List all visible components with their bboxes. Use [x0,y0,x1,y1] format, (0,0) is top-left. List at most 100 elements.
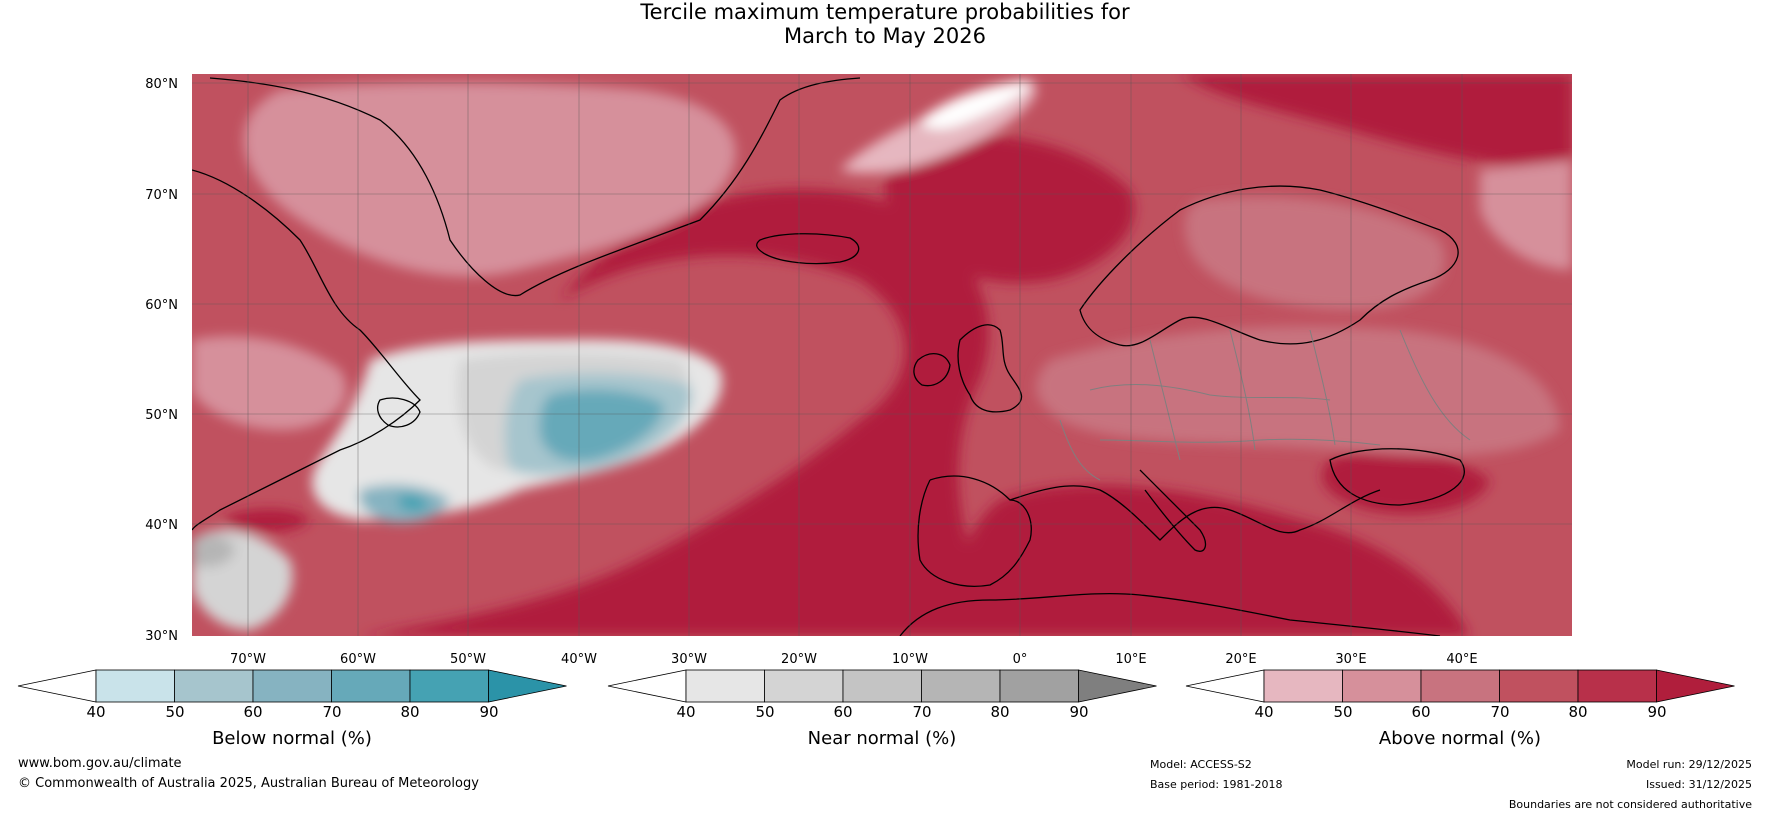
lon-labels: 70°W 60°W 50°W 40°W 30°W 20°W 10°W 0° 10… [230,652,1478,667]
cb-above-tick-40: 40 [1254,703,1274,721]
above-light-scandinavia [1184,196,1446,310]
map-panel [192,74,1572,636]
cb-below-segment-3 [331,669,411,703]
coastlines [192,77,1465,636]
gridlines [192,74,1572,636]
cb-below-segment-2 [252,669,332,703]
footer-base-period: Base period: 1981-2018 [1150,778,1283,791]
above-dark-blacksea [1322,449,1490,514]
cb-above-tick-50: 50 [1333,703,1353,721]
cb-above-tick-90: 90 [1647,703,1667,721]
country-borders [1059,329,1471,481]
above-light-europe [1036,326,1560,456]
above-dark-us-coast [225,508,310,534]
cb-below-tick-70: 70 [322,703,342,721]
colorbar-near-graphic [607,669,1157,703]
coastline-blacksea [1329,448,1465,506]
lat-label-40: 40°N [145,518,178,533]
border-1 [1089,384,1331,401]
lon-label-10e: 10°E [1115,652,1146,667]
lat-label-80: 80°N [145,77,178,92]
above-light-labrador [192,336,347,430]
title-line-2: March to May 2026 [784,24,986,48]
cb-below-high-extend [488,669,567,703]
coastline-greenland [209,77,861,297]
cb-below-segment-0 [95,669,175,703]
cb-above-segment-4 [1577,669,1657,703]
cb-above-segment-1 [1342,669,1422,703]
map-title: Tercile maximum temperature probabilitie… [0,0,1770,48]
footer-model: Model: ACCESS-S2 [1150,758,1252,771]
lon-label-0: 0° [1013,652,1028,667]
cb-near-segment-4 [999,669,1079,703]
cb-below-tick-50: 50 [165,703,185,721]
coastline-newfoundland [377,397,421,428]
coastline-scandinavia [1079,185,1459,347]
lon-label-30e: 30°E [1335,652,1366,667]
lat-label-60: 60°N [145,298,178,313]
cb-above-tick-70: 70 [1490,703,1510,721]
lon-label-30w: 30°W [671,652,707,667]
above-light-greenland [243,82,736,277]
cb-below-low-extend [17,669,97,703]
lat-label-70: 70°N [145,188,178,203]
lat-label-30: 30°N [145,629,178,644]
border-4 [1309,329,1336,446]
cb-near-segment-1 [764,669,844,703]
border-3 [1229,329,1256,451]
coastline-europe-south [929,475,1381,541]
above-dark-med [956,485,1470,636]
footer-website: www.bom.gov.au/climate [18,756,182,771]
cb-near-tick-70: 70 [912,703,932,721]
above-dark-arctic [1180,74,1572,170]
colorbar-below-graphic [17,669,567,703]
lon-label-20w: 20°W [781,652,817,667]
above-light-east [1480,160,1572,270]
cb-near-tick-80: 80 [990,703,1010,721]
lon-label-50w: 50°W [450,652,486,667]
above-dark-norwegian-sea [885,135,1135,283]
lon-label-10w: 10°W [892,652,928,667]
near-normal-south-grey [192,534,235,567]
lon-label-60w: 60°W [340,652,376,667]
footer-issued: Issued: 31/12/2025 [1645,778,1752,791]
border-7 [1059,419,1101,481]
coastline-britain [957,324,1023,413]
lon-label-40e: 40°E [1446,652,1477,667]
lon-label-20e: 20°E [1225,652,1256,667]
cb-above-title: Above normal (%) [1378,728,1542,749]
below-normal-atlantic-core [539,389,665,462]
cb-above-tick-80: 80 [1568,703,1588,721]
footer-model-run: Model run: 29/12/2025 [1626,758,1752,771]
cb-near-high-extend [1078,669,1157,703]
cb-near-tick-90: 90 [1069,703,1089,721]
lon-label-70w: 70°W [230,652,266,667]
cb-above-segment-2 [1420,669,1500,703]
footer-disclaimer: Boundaries are not considered authoritat… [1508,798,1752,811]
coastline-iceland [756,233,860,265]
lat-labels: 80°N 70°N 60°N 50°N 40°N 30°N [145,77,178,644]
coastline-iberia [917,479,1032,587]
border-2 [1149,339,1181,461]
cb-near-title: Near normal (%) [807,728,957,749]
cb-near-low-extend [607,669,687,703]
lon-label-40w: 40°W [561,652,597,667]
cb-near-tick-60: 60 [833,703,853,721]
cb-below-title: Below normal (%) [212,728,372,749]
cb-near-segment-3 [921,669,1001,703]
lat-label-50: 50°N [145,408,178,423]
cb-near-segment-0 [685,669,765,703]
below-normal-west-core [398,494,429,512]
coastline-italy [1139,469,1207,552]
title-line-1: Tercile maximum temperature probabilitie… [640,0,1130,24]
cb-above-low-extend [1185,669,1265,703]
cb-below-tick-60: 60 [243,703,263,721]
cb-above-segment-0 [1263,669,1343,703]
cb-near-tick-50: 50 [755,703,775,721]
cb-above-tick-60: 60 [1411,703,1431,721]
cb-below-segment-4 [409,669,489,703]
cb-below-tick-90: 90 [479,703,499,721]
coastline-ireland [913,353,951,387]
border-5 [1099,438,1381,446]
coastline-africa [899,592,1441,636]
